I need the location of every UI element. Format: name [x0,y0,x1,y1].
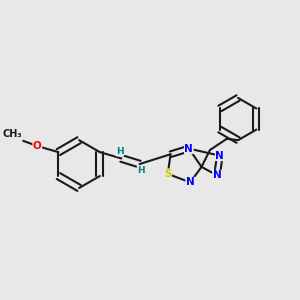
Text: CH₃: CH₃ [2,129,22,140]
Text: N: N [186,177,195,188]
Text: N: N [215,151,224,160]
Text: N: N [213,170,221,180]
Text: S: S [164,169,172,179]
Text: O: O [33,141,42,151]
Text: N: N [184,144,193,154]
Text: H: H [137,166,145,175]
Text: H: H [116,147,124,156]
